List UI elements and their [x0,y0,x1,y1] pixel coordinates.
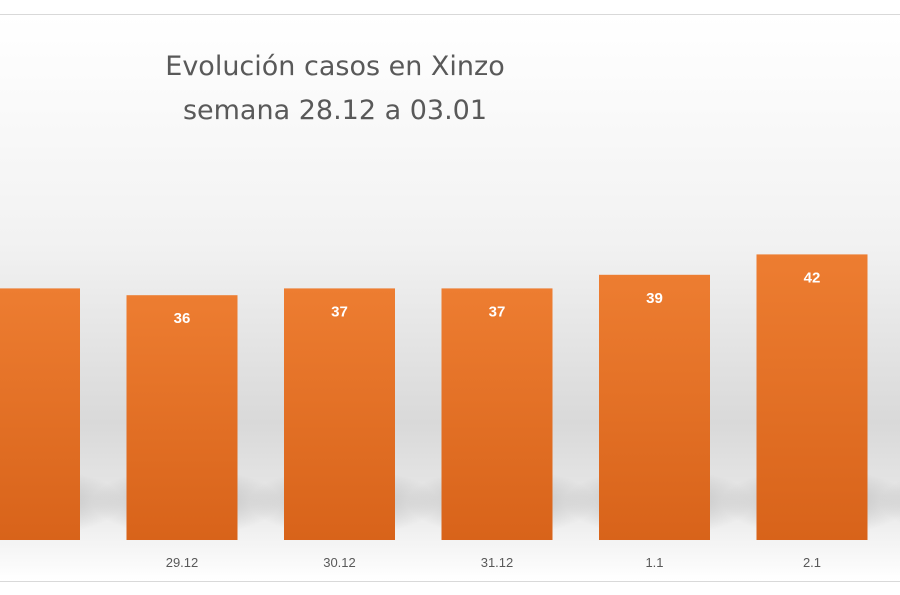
value-label: 39 [646,290,663,307]
value-label: 37 [331,303,348,320]
bar-30.12 [284,288,395,540]
value-label: 37 [489,303,506,320]
value-label: 42 [804,269,821,286]
bar-28.12 [0,288,80,540]
category-label: 31.12 [481,555,514,570]
value-labels: 36 37 37 39 42 [174,269,821,327]
category-labels: 29.12 30.12 31.12 1.1 2.1 [166,555,821,570]
bar-31.12 [441,288,553,540]
category-label: 30.12 [323,555,356,570]
bar-chart: 36 37 37 39 42 29.12 30.12 31.12 1.1 2.1 [0,254,900,570]
value-label: 36 [174,310,191,327]
chart-area: 36 37 37 39 42 29.12 30.12 31.12 1.1 2.1 Evoluci… [0,14,900,582]
category-label: 1.1 [645,555,663,570]
bar-2.1 [756,254,868,540]
bars [0,254,868,540]
bar-shadow [879,480,900,524]
category-label: 29.12 [166,555,199,570]
chart-title-line-2: semana 28.12 a 03.01 [182,95,488,126]
bar-29.12 [126,295,238,540]
bar-1.1 [599,274,710,540]
chart-title-line-1: Evolución casos en Xinzo [165,51,505,82]
category-label: 2.1 [803,555,821,570]
